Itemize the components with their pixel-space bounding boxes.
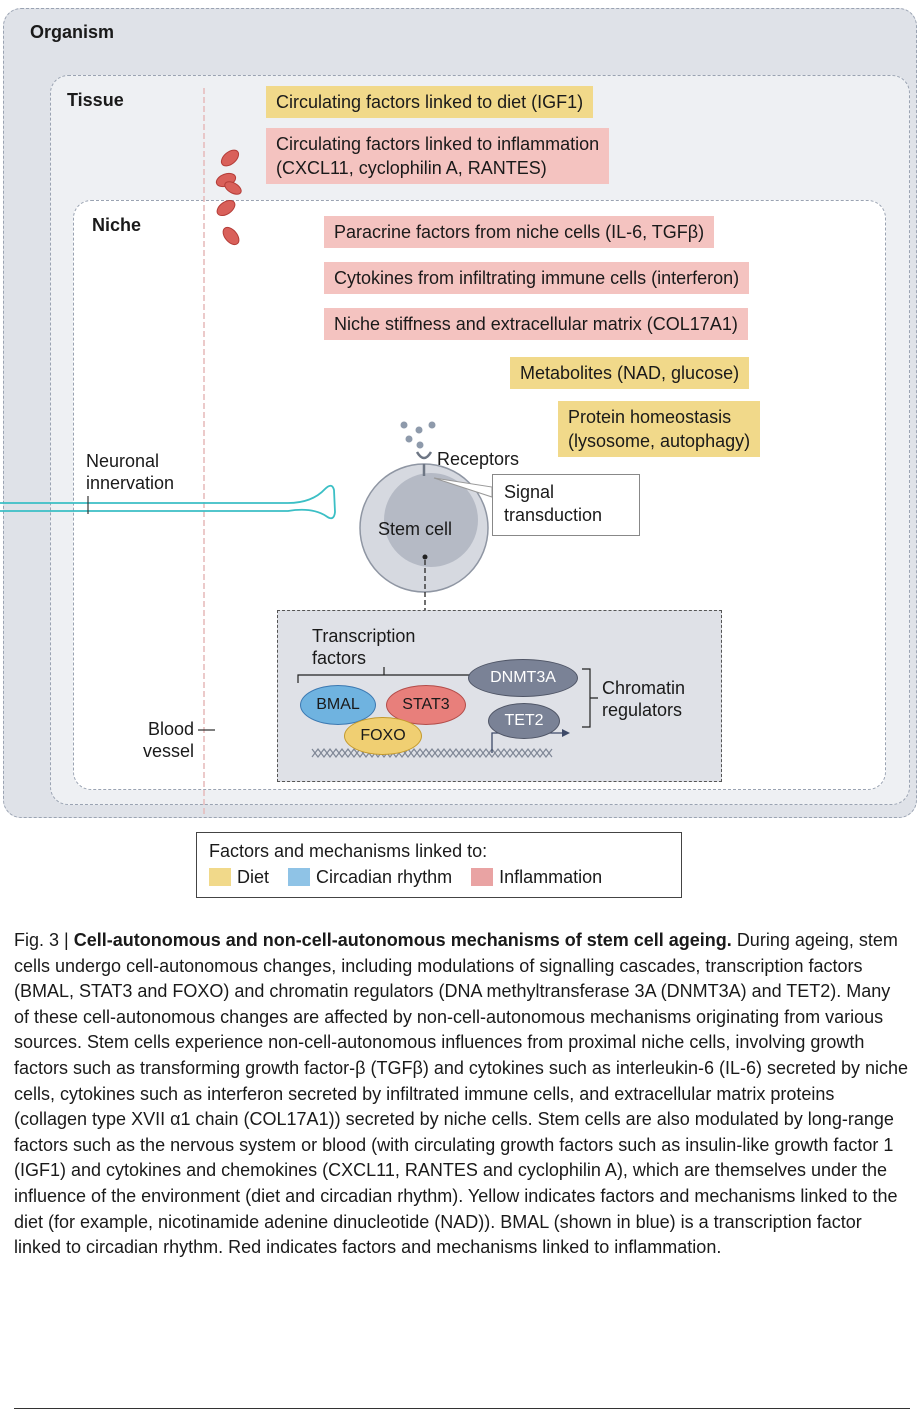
signal-line2: transduction [504, 505, 603, 525]
tf-line1: Transcription [312, 626, 416, 646]
chromatin-line2: regulators [602, 700, 683, 720]
legend-swatch-inflammation [471, 868, 494, 886]
ligand-dots-icon [400, 421, 436, 449]
dna-strand-icon [311, 748, 553, 758]
neuronal-innervation-label: Neuronal innervation [86, 450, 174, 494]
factor-circulating-inflammation: Circulating factors linked to inflammati… [266, 128, 610, 184]
neuron-axon-icon [0, 484, 336, 520]
tissue-label: Tissue [67, 90, 124, 110]
caption-fig-label: Fig. 3 | [14, 930, 74, 950]
inflam-line2: (CXCL11, cyclophilin A, RANTES) [276, 158, 547, 178]
chromatin-bracket [582, 668, 598, 728]
legend: Factors and mechanisms linked to: Diet C… [196, 832, 682, 898]
bottom-rule [14, 1408, 910, 1409]
red-blood-cells-icon [215, 149, 242, 246]
tf-line2: factors [312, 648, 367, 668]
stem-cell-label: Stem cell [378, 519, 453, 539]
figure-caption: Fig. 3 | Cell-autonomous and non-cell-au… [14, 928, 910, 1261]
receptor-icon [415, 451, 433, 476]
protein-line2: (lysosome, autophagy) [568, 431, 751, 451]
nucleus-icon [384, 473, 478, 567]
diagram-graphics [0, 88, 493, 816]
receptors-label: Receptors [437, 449, 520, 469]
legend-label-diet: Diet [237, 867, 270, 887]
caption-title: Cell-autonomous and non-cell-autonomous … [73, 930, 732, 950]
organism-label: Organism [30, 22, 115, 42]
dnmt3a-regulator: DNMT3A [468, 659, 578, 697]
factor-paracrine: Paracrine factors from niche cells (IL-6… [324, 216, 715, 248]
inflam-line1: Circulating factors linked to inflammati… [276, 134, 600, 154]
niche-label: Niche [92, 215, 142, 235]
signal-line1: Signal [504, 482, 555, 502]
legend-swatch-circadian [288, 868, 311, 886]
chromatin-regulators-label: Chromatin regulators [602, 677, 685, 721]
blood-vessel-label: Blood vessel [136, 718, 194, 762]
tf-panel-graphics [297, 667, 598, 758]
chromatin-line1: Chromatin [602, 678, 686, 698]
blood-line2: vessel [142, 741, 194, 761]
factor-igf1: Circulating factors linked to diet (IGF1… [266, 86, 594, 118]
tet2-regulator: TET2 [488, 703, 560, 739]
blood-line1: Blood [147, 719, 194, 739]
neuronal-line2: innervation [86, 473, 175, 493]
legend-swatch-diet [209, 868, 231, 886]
transcription-panel: Transcription factors BMAL STAT3 FOXO DN… [277, 610, 722, 782]
legend-items: Diet Circadian rhythm Inflammation [209, 867, 602, 888]
factor-protein-homeostasis: Protein homeostasis (lysosome, autophagy… [558, 401, 761, 457]
factor-stiffness: Niche stiffness and extracellular matrix… [324, 308, 748, 340]
legend-label-circadian: Circadian rhythm [316, 867, 453, 887]
bmal-factor: BMAL [300, 685, 376, 725]
tf-bracket [297, 667, 472, 683]
signal-transduction-box: Signal transduction [492, 474, 640, 536]
factor-cytokines: Cytokines from infiltrating immune cells… [324, 262, 750, 294]
neuronal-line1: Neuronal [86, 451, 160, 471]
legend-label-inflammation: Inflammation [499, 867, 603, 887]
nucleus-dot [422, 554, 428, 560]
legend-title: Factors and mechanisms linked to: [209, 841, 488, 861]
caption-body: During ageing, stem cells undergo cell-a… [14, 930, 909, 1258]
protein-line1: Protein homeostasis [568, 407, 732, 427]
transcription-factors-label: Transcription factors [312, 625, 415, 669]
factor-metabolites: Metabolites (NAD, glucose) [510, 357, 750, 389]
foxo-factor: FOXO [344, 717, 422, 755]
